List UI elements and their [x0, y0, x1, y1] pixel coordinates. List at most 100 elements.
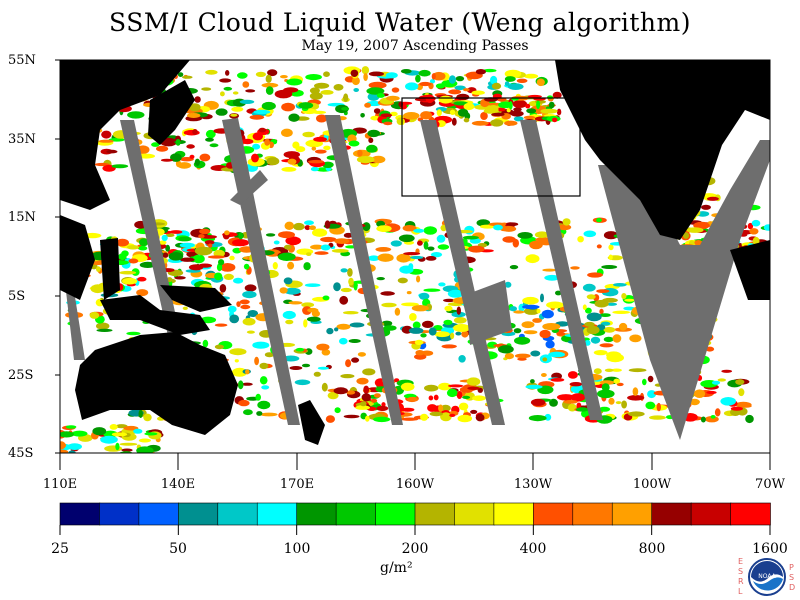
- cloud-patch: [285, 236, 302, 246]
- cloud-patch: [204, 240, 215, 245]
- cloud-patch: [619, 322, 628, 331]
- cloud-patch: [71, 430, 88, 437]
- cloud-patch: [730, 406, 744, 411]
- cloud-patch: [45, 72, 60, 79]
- cloud-patch: [355, 405, 370, 410]
- cloud-patch: [377, 253, 394, 262]
- cloud-patch: [632, 387, 639, 396]
- cloud-patch: [314, 82, 330, 89]
- cloud-patch: [507, 83, 524, 90]
- cloud-patch: [259, 362, 269, 370]
- cloud-patch: [239, 299, 250, 305]
- cloud-patch: [324, 220, 331, 229]
- cloud-patch: [298, 102, 314, 109]
- cloud-patch: [343, 93, 349, 102]
- cloud-patch: [386, 95, 400, 101]
- colorbar-swatch: [730, 502, 771, 526]
- cloud-patch: [285, 319, 294, 325]
- cloud-patch: [320, 90, 334, 95]
- cloud-patch: [308, 160, 324, 164]
- cloud-patch: [594, 299, 609, 308]
- cloud-patch: [518, 303, 525, 312]
- cloud-patch: [490, 75, 498, 85]
- cloud-patch: [278, 231, 295, 239]
- cloud-patch: [367, 255, 380, 261]
- cloud-patch: [471, 120, 489, 126]
- cloud-patch: [261, 385, 270, 390]
- cloud-patch: [470, 409, 478, 414]
- cloud-patch: [186, 144, 195, 149]
- cloud-patch: [429, 411, 443, 417]
- cloud-patch: [616, 382, 624, 387]
- cloud-patch: [601, 265, 618, 269]
- cloud-patch: [121, 250, 129, 257]
- cloud-patch: [420, 333, 427, 338]
- colorbar-swatch: [217, 502, 259, 526]
- cloud-patch: [536, 308, 541, 314]
- cloud-patch: [593, 368, 602, 375]
- cloud-patch: [368, 71, 384, 77]
- cloud-patch: [353, 281, 358, 291]
- cloud-patch: [294, 379, 311, 386]
- cloud-patch: [398, 234, 415, 243]
- cloud-patch: [229, 314, 240, 324]
- cloud-patch: [491, 112, 505, 117]
- cloud-patch: [586, 325, 600, 335]
- cloud-patch: [238, 399, 250, 407]
- cloud-patch: [706, 196, 719, 201]
- cloud-patch: [717, 378, 726, 382]
- logo-letter: P: [789, 563, 794, 572]
- cloud-patch: [241, 382, 253, 386]
- cloud-patch: [504, 120, 518, 126]
- cloud-patch: [451, 117, 457, 126]
- cloud-patch: [321, 349, 331, 356]
- cloud-patch: [530, 398, 546, 406]
- cloud-patch: [408, 327, 424, 334]
- cloud-patch: [313, 371, 321, 377]
- cloud-patch: [422, 320, 434, 328]
- cloud-patch: [265, 74, 272, 83]
- cloud-patch: [449, 413, 456, 417]
- cloud-patch: [320, 236, 337, 243]
- cloud-patch: [208, 243, 213, 248]
- cloud-patch: [414, 353, 427, 360]
- cloud-patch: [711, 380, 721, 385]
- cloud-patch: [127, 111, 145, 119]
- cloud-patch: [194, 158, 200, 166]
- cloud-patch: [334, 407, 341, 414]
- colorbar-swatch: [414, 502, 456, 526]
- cloud-patch: [348, 140, 360, 147]
- logo-letter: L: [738, 587, 743, 596]
- cloud-patch: [47, 427, 58, 435]
- cloud-patch: [463, 102, 475, 111]
- noaa-logo: E S R L P S D NOAA: [735, 555, 797, 600]
- cloud-patch: [376, 225, 392, 233]
- cloud-patch: [307, 307, 319, 313]
- cloud-patch: [429, 79, 436, 84]
- cloud-patch: [253, 109, 271, 115]
- cloud-patch: [596, 217, 602, 223]
- cloud-patch: [472, 395, 486, 402]
- cloud-patch: [100, 435, 118, 444]
- cloud-patch: [89, 311, 100, 319]
- cloud-patch: [747, 222, 754, 230]
- cloud-patch: [327, 391, 339, 400]
- cloud-patch: [279, 287, 288, 294]
- cloud-patch: [608, 244, 614, 251]
- cloud-patch: [683, 232, 689, 239]
- cloud-patch: [419, 292, 430, 300]
- cloud-patch: [104, 445, 123, 452]
- cloud-patch: [412, 321, 421, 329]
- cloud-patch: [207, 255, 225, 259]
- cloud-patch: [255, 71, 266, 77]
- cloud-patch: [751, 219, 761, 227]
- cloud-patch: [170, 153, 182, 162]
- cloud-patch: [738, 388, 745, 397]
- cloud-patch: [119, 442, 138, 446]
- cloud-patch: [302, 306, 312, 315]
- cloud-patch: [373, 416, 391, 423]
- cloud-patch: [686, 227, 704, 233]
- cloud-patch: [410, 255, 424, 260]
- cloud-patch: [287, 158, 297, 165]
- cloud-patch: [360, 401, 367, 407]
